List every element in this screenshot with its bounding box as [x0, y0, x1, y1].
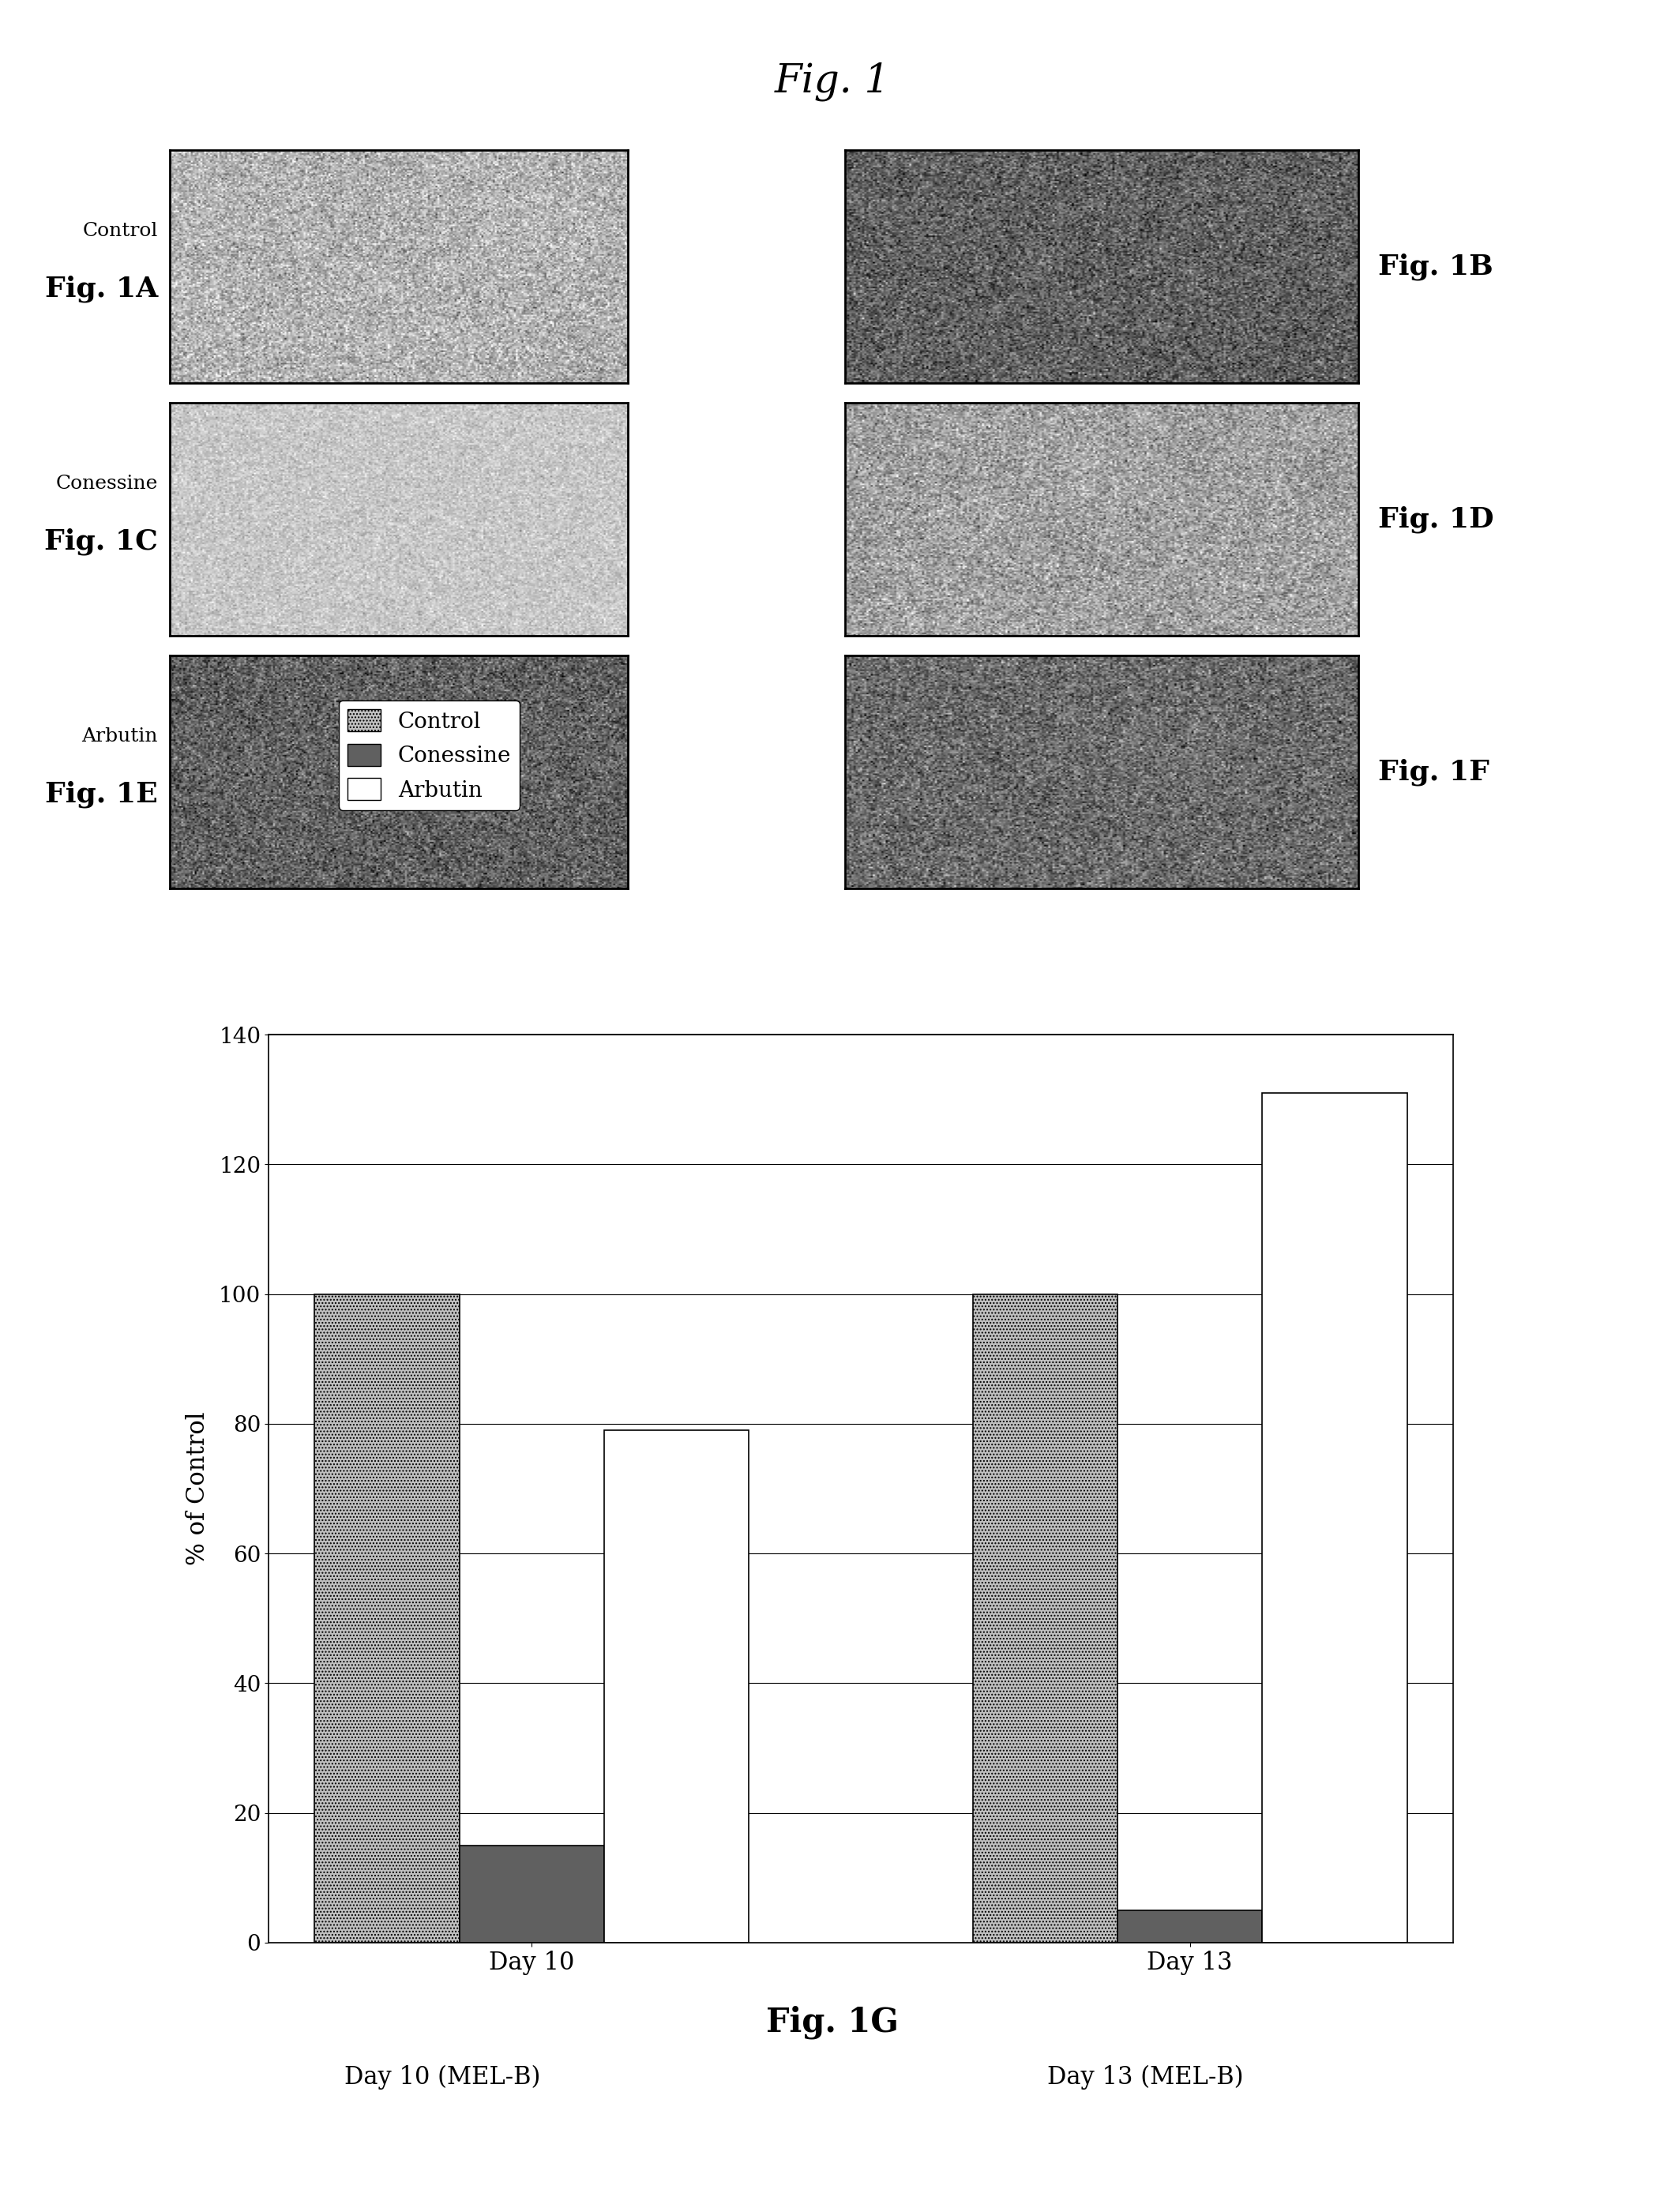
- Text: Fig. 1: Fig. 1: [774, 62, 890, 102]
- Text: Day 13 (MEL-B): Day 13 (MEL-B): [1047, 2066, 1243, 2090]
- Text: Day 10 (MEL-B): Day 10 (MEL-B): [344, 2066, 541, 2090]
- Text: Fig. 1D: Fig. 1D: [1378, 507, 1494, 533]
- Text: Fig. 1C: Fig. 1C: [45, 529, 158, 555]
- Text: Fig. 1G: Fig. 1G: [765, 2006, 899, 2039]
- Bar: [604, 1431, 749, 1942]
- Text: Fig. 1E: Fig. 1E: [45, 781, 158, 807]
- Text: Fig. 1B: Fig. 1B: [1378, 252, 1493, 281]
- Bar: [973, 1294, 1118, 1942]
- Y-axis label: % of Control: % of Control: [185, 1411, 210, 1566]
- Bar: [314, 1294, 459, 1942]
- Text: Fig. 1F: Fig. 1F: [1378, 759, 1489, 785]
- Text: Control: Control: [83, 221, 158, 239]
- Text: Fig. 1A: Fig. 1A: [45, 274, 158, 303]
- Bar: [459, 1845, 604, 1942]
- Text: Conessine: Conessine: [57, 476, 158, 493]
- Bar: [1118, 1911, 1263, 1942]
- Text: Arbutin: Arbutin: [82, 728, 158, 745]
- Bar: [1263, 1093, 1408, 1942]
- Legend: Control, Conessine, Arbutin: Control, Conessine, Arbutin: [339, 701, 519, 810]
